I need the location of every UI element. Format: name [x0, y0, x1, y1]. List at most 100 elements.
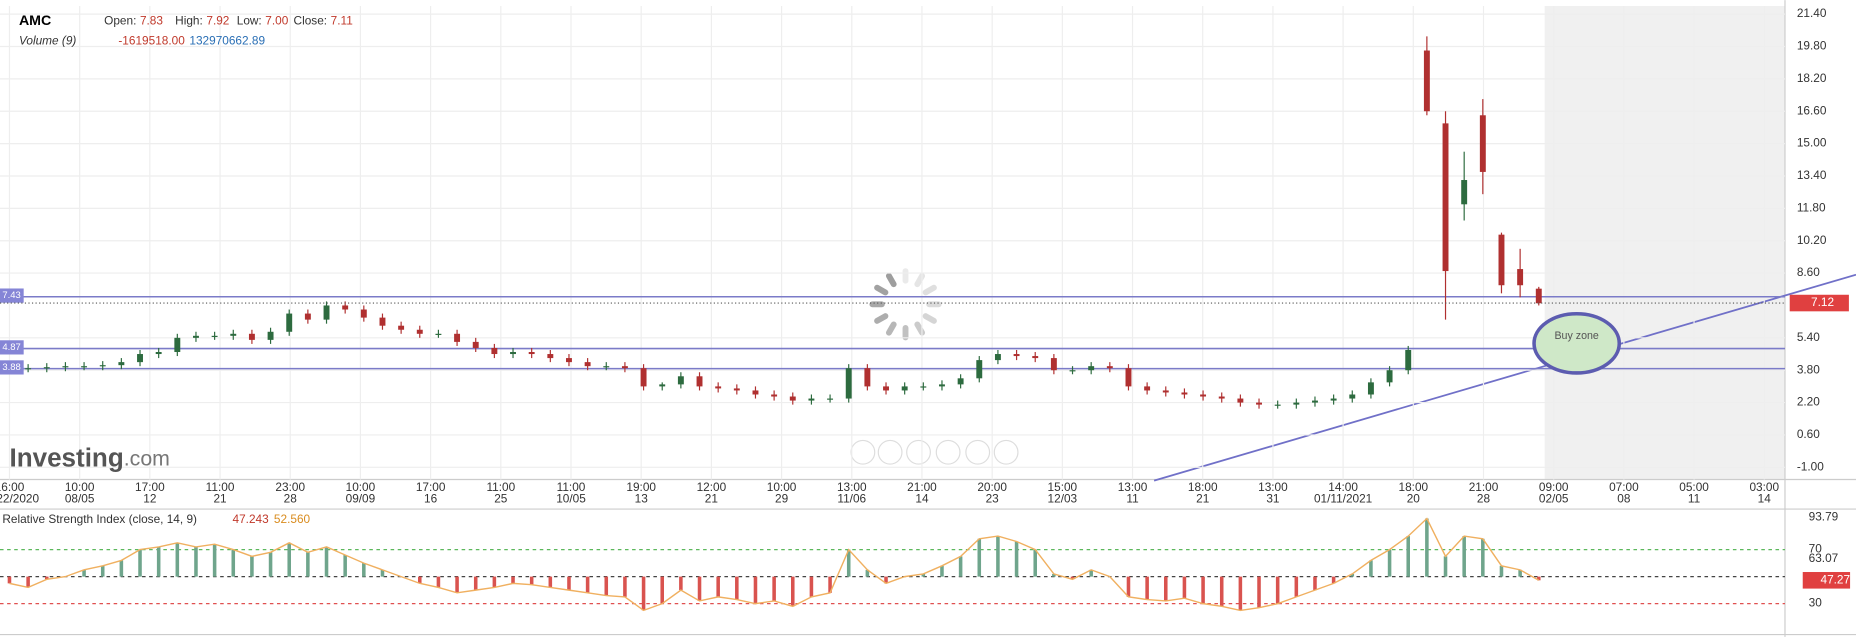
rsi-bar — [585, 576, 590, 593]
candle-body — [528, 352, 535, 355]
candle-body — [901, 386, 908, 391]
candle-body — [510, 352, 516, 355]
x-tick-label: 11:00 — [206, 480, 235, 494]
y-tick-label: 13.40 — [1797, 168, 1827, 182]
candle-body — [1144, 386, 1151, 391]
rsi-bar — [1238, 576, 1243, 611]
current-price-box — [1789, 294, 1849, 312]
x-tick-label: 13 — [635, 492, 649, 506]
candle-body — [677, 376, 684, 385]
x-tick-label: 25 — [494, 492, 508, 506]
candle-body — [789, 396, 796, 401]
x-tick-label: 11/06 — [837, 492, 866, 506]
rsi-bar — [772, 576, 776, 601]
rsi-bar — [1350, 573, 1355, 577]
rsi-bar — [324, 546, 329, 577]
rsi-bar — [436, 576, 441, 588]
x-tick-label: 21:00 — [907, 480, 937, 494]
rsi-bar — [1499, 565, 1504, 577]
y-tick-label: 11.80 — [1797, 200, 1826, 214]
rsi-bar — [641, 576, 646, 611]
candle-body — [62, 366, 69, 368]
candle-body — [1125, 368, 1132, 387]
rsi-bar — [1182, 576, 1187, 599]
candle-body — [976, 360, 983, 379]
x-tick-label: 18:00 — [1399, 480, 1429, 494]
candle-body — [566, 358, 572, 363]
candle-body — [360, 309, 367, 318]
candle-body — [640, 368, 647, 387]
candle-body — [547, 354, 554, 359]
candle-body — [827, 398, 834, 400]
x-tick-label: 10:00 — [65, 480, 95, 494]
rsi-bar — [567, 576, 571, 591]
rsi-bar — [697, 576, 702, 601]
candle-body — [584, 362, 591, 367]
candle-body — [1050, 358, 1057, 371]
x-tick-label: 21 — [213, 492, 226, 506]
rsi-bar — [940, 565, 944, 577]
candle-body — [193, 335, 199, 338]
rsi-bar — [343, 555, 347, 577]
candle-body — [491, 347, 498, 355]
level-label-box — [0, 340, 24, 355]
candle-body — [1106, 366, 1113, 369]
rsi-bar — [194, 546, 198, 577]
candle-body — [1442, 123, 1449, 272]
y-tick-label: 30 — [1809, 596, 1823, 610]
rsi-bar — [212, 544, 217, 577]
candle-body — [342, 305, 349, 310]
rsi-bar — [604, 576, 609, 596]
candle-body — [1386, 370, 1393, 383]
candle-body — [1479, 115, 1486, 172]
rsi-bar — [1387, 549, 1392, 577]
trend-line — [1153, 273, 1856, 482]
x-tick-label: 19:00 — [626, 480, 656, 494]
x-tick-label: 11 — [1688, 492, 1700, 506]
rsi-bar — [790, 576, 795, 607]
y-tick-label: 2.20 — [1797, 395, 1820, 409]
x-tick-label: 28 — [284, 492, 298, 506]
rsi-bar — [1052, 573, 1056, 577]
candle-body — [659, 384, 666, 387]
x-tick-label: 29 — [775, 492, 789, 506]
y-tick-label: 16.60 — [1797, 103, 1827, 117]
x-tick-label: 14 — [1758, 492, 1772, 506]
candle-body — [621, 366, 628, 369]
candle-body — [230, 333, 237, 336]
rsi-bar — [287, 542, 291, 577]
buy-zone-label: Buy zone — [1554, 330, 1598, 342]
chart-title: AMC — [19, 13, 51, 29]
rsi-bar — [380, 569, 385, 577]
x-tick-label: 13:00 — [837, 480, 867, 494]
y-tick-label: 21.40 — [1797, 6, 1827, 20]
x-tick-label: 21 — [1196, 492, 1209, 506]
candle-body — [1237, 398, 1244, 403]
x-tick-label: 28 — [1477, 492, 1491, 506]
volume-title: Volume (9) — [19, 34, 76, 48]
x-tick-label: 10/05 — [556, 492, 586, 506]
candle-body — [1200, 394, 1207, 397]
candle-body — [155, 352, 162, 355]
ohlc-value: 7.00 — [265, 14, 288, 28]
logo: Investing.com — [9, 442, 169, 472]
logo-main: Investing — [9, 442, 123, 472]
volume-readout: -1619518.00 — [118, 34, 185, 48]
rsi-bar — [1331, 576, 1336, 584]
rsi-bar — [753, 576, 758, 604]
candle-body — [25, 368, 32, 370]
rsi-bar — [1163, 576, 1168, 601]
rsi-bar — [1089, 569, 1093, 577]
loading-spinner — [869, 268, 942, 341]
x-tick-label: 16:00 — [0, 480, 25, 494]
rsi-bar — [548, 576, 553, 588]
rsi-bar — [1014, 541, 1019, 577]
nav-buttons[interactable] — [850, 439, 1019, 465]
rsi-bar — [1201, 576, 1205, 604]
candle-body — [1013, 354, 1020, 357]
candle-body — [1312, 400, 1318, 403]
x-tick-label: 17:00 — [416, 480, 446, 494]
rsi-bar — [1406, 536, 1411, 577]
ohlc-value: 7.11 — [331, 14, 353, 28]
rsi-readout: 47.243 — [233, 512, 270, 526]
